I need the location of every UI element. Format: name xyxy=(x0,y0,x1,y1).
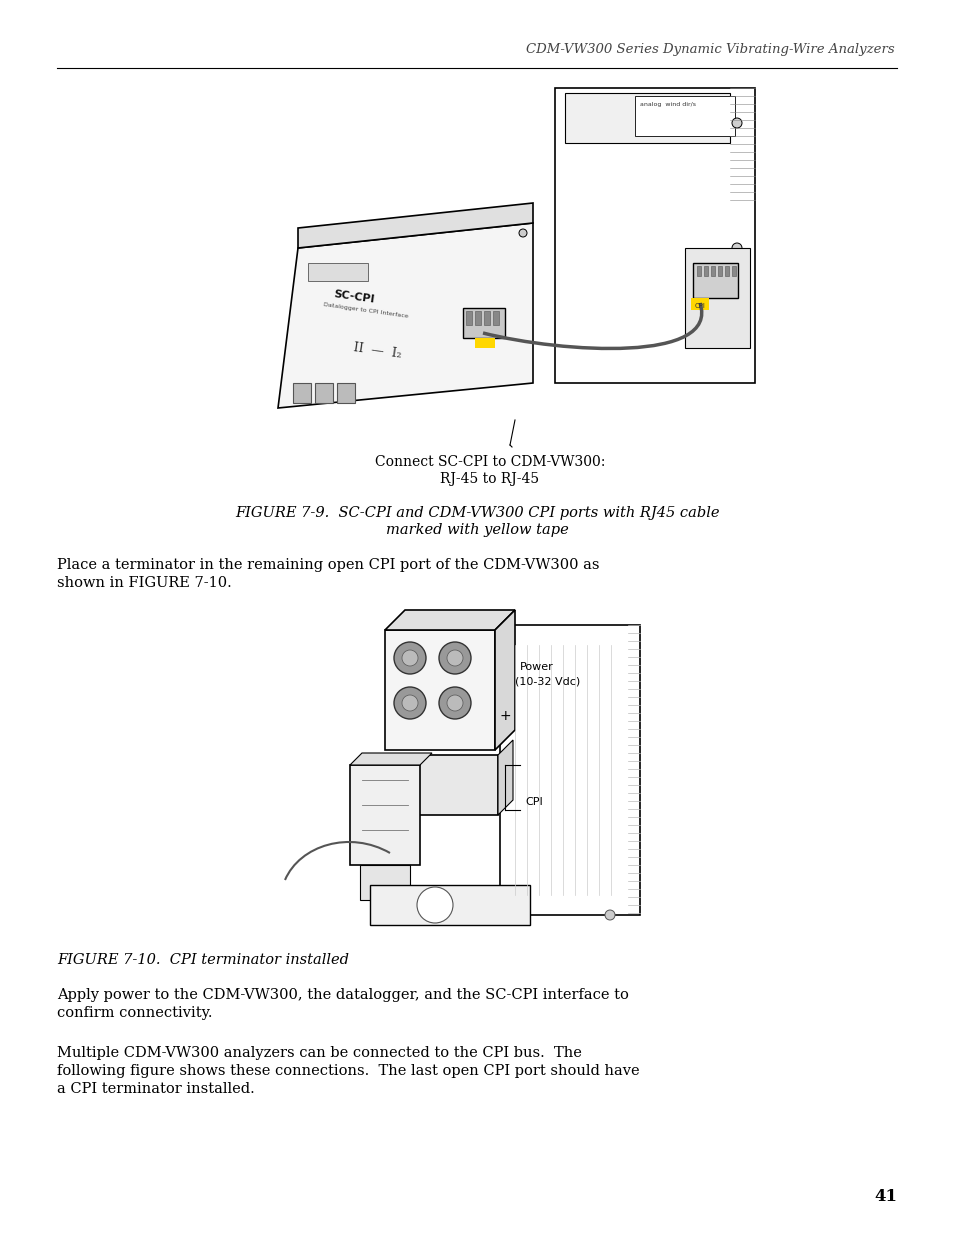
Polygon shape xyxy=(277,224,533,408)
Bar xyxy=(475,338,495,348)
Text: analog  wind dir/s: analog wind dir/s xyxy=(639,103,696,107)
Bar xyxy=(731,266,735,275)
Bar xyxy=(483,311,490,325)
Circle shape xyxy=(604,910,615,920)
Circle shape xyxy=(731,243,741,253)
Bar xyxy=(690,298,708,310)
Text: 41: 41 xyxy=(873,1188,896,1205)
Bar xyxy=(359,864,410,900)
Circle shape xyxy=(731,119,741,128)
Circle shape xyxy=(447,695,462,711)
Bar xyxy=(465,311,472,325)
Text: a CPI terminator installed.: a CPI terminator installed. xyxy=(57,1082,254,1095)
Bar xyxy=(350,764,419,864)
Text: FIGURE 7-9.  SC-CPI and CDM-VW300 CPI ports with RJ45 cable: FIGURE 7-9. SC-CPI and CDM-VW300 CPI por… xyxy=(234,506,719,520)
Text: shown in FIGURE 7-10.: shown in FIGURE 7-10. xyxy=(57,576,232,590)
Bar xyxy=(564,93,729,143)
Text: FIGURE 7-10.  CPI terminator installed: FIGURE 7-10. CPI terminator installed xyxy=(57,953,349,967)
Bar xyxy=(724,266,728,275)
Text: following figure shows these connections.  The last open CPI port should have: following figure shows these connections… xyxy=(57,1065,639,1078)
Text: SC-CPI: SC-CPI xyxy=(333,289,375,305)
Bar xyxy=(718,266,721,275)
Bar xyxy=(635,96,734,136)
Text: (10-32 Vdc): (10-32 Vdc) xyxy=(515,677,579,687)
Bar xyxy=(692,263,738,298)
Circle shape xyxy=(401,695,417,711)
Polygon shape xyxy=(350,753,432,764)
Circle shape xyxy=(518,228,526,237)
Bar xyxy=(336,383,355,403)
Bar xyxy=(703,266,707,275)
Circle shape xyxy=(438,687,471,719)
Bar xyxy=(475,311,480,325)
Text: CPI: CPI xyxy=(695,303,705,309)
Text: RJ-45 to RJ-45: RJ-45 to RJ-45 xyxy=(440,472,539,487)
Bar xyxy=(499,625,639,915)
Text: CPI: CPI xyxy=(524,797,542,806)
Bar xyxy=(710,266,714,275)
Text: Power: Power xyxy=(519,662,553,672)
Text: Connect SC-CPI to CDM-VW300:: Connect SC-CPI to CDM-VW300: xyxy=(375,454,604,469)
Text: CDM-VW300 Series Dynamic Vibrating-Wire Analyzers: CDM-VW300 Series Dynamic Vibrating-Wire … xyxy=(526,43,894,56)
Polygon shape xyxy=(370,885,530,925)
Text: Place a terminator in the remaining open CPI port of the CDM-VW300 as: Place a terminator in the remaining open… xyxy=(57,558,598,572)
Bar xyxy=(385,630,495,750)
Bar xyxy=(293,383,311,403)
Text: Multiple CDM-VW300 analyzers can be connected to the CPI bus.  The: Multiple CDM-VW300 analyzers can be conn… xyxy=(57,1046,581,1060)
Text: II  —  I₂: II — I₂ xyxy=(353,341,402,361)
Circle shape xyxy=(394,642,426,674)
Text: marked with yellow tape: marked with yellow tape xyxy=(385,522,568,537)
Text: Datalogger to CPI Interface: Datalogger to CPI Interface xyxy=(323,303,408,319)
Polygon shape xyxy=(297,203,533,248)
Text: +: + xyxy=(499,709,511,722)
Bar xyxy=(493,311,498,325)
Circle shape xyxy=(438,642,471,674)
Circle shape xyxy=(394,687,426,719)
Circle shape xyxy=(447,650,462,666)
Circle shape xyxy=(401,650,417,666)
Bar xyxy=(555,88,754,383)
Bar xyxy=(697,266,700,275)
Circle shape xyxy=(416,887,453,923)
Bar xyxy=(308,263,368,282)
Text: confirm connectivity.: confirm connectivity. xyxy=(57,1007,213,1020)
Polygon shape xyxy=(495,610,515,750)
Polygon shape xyxy=(497,740,513,815)
Bar xyxy=(417,755,497,815)
Text: Apply power to the CDM-VW300, the datalogger, and the SC-CPI interface to: Apply power to the CDM-VW300, the datalo… xyxy=(57,988,628,1002)
Bar xyxy=(462,308,504,338)
Polygon shape xyxy=(385,610,515,630)
Bar xyxy=(684,248,749,348)
Bar xyxy=(314,383,333,403)
